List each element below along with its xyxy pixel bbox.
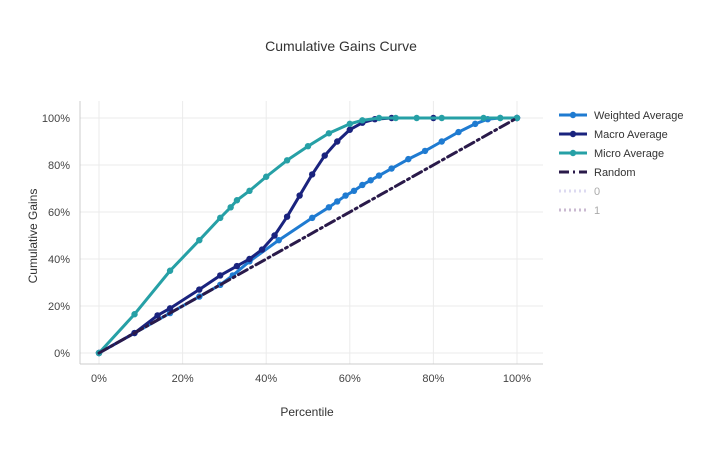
legend-label-0: 0: [594, 186, 600, 198]
data-point-micro-average: [480, 114, 487, 122]
data-point-macro-average: [271, 232, 278, 239]
data-point-macro-average: [258, 246, 266, 253]
data-point-micro-average: [346, 120, 353, 128]
legend-label-micro-average: Micro Average: [594, 148, 664, 160]
axis-layer: 0% 20% 40% 60% 80% 100% 0% 20% 40% 60% 80% 100%: [42, 101, 543, 385]
data-point-macro-average: [334, 138, 341, 145]
data-point-weighted-average: [375, 172, 383, 179]
data-point-micro-average: [304, 143, 312, 150]
data-point-micro-average: [196, 237, 203, 244]
data-point-micro-average: [359, 117, 366, 124]
data-point-micro-average: [131, 311, 138, 318]
data-point-macro-average: [321, 152, 328, 159]
legend-label-random: Random: [594, 167, 636, 179]
data-point-macro-average: [217, 272, 224, 279]
data-point-weighted-average: [388, 165, 395, 172]
data-point-weighted-average: [325, 204, 333, 211]
data-point-micro-average: [263, 173, 270, 180]
data-point-macro-average: [346, 126, 353, 133]
data-point-weighted-average: [405, 155, 412, 163]
y-tick-label: 80%: [48, 160, 70, 172]
y-axis-label: Cumulative Gains: [26, 189, 40, 284]
data-point-macro-average: [283, 213, 291, 220]
x-tick-label: 20%: [172, 373, 194, 385]
legend[interactable]: Weighted Average Macro Average Micro Avera…: [559, 110, 684, 217]
y-tick-label: 0%: [54, 348, 70, 360]
data-point-micro-average: [497, 114, 504, 122]
x-tick-label: 0%: [91, 373, 107, 385]
series-micro-average: [95, 114, 521, 357]
legend-item-micro-average[interactable]: Micro Average: [559, 148, 664, 160]
y-tick-label: 60%: [48, 207, 70, 219]
series-random: [97, 116, 519, 355]
legend-label-weighted-average: Weighted Average: [594, 110, 684, 122]
legend-item-0[interactable]: 0: [559, 186, 600, 198]
legend-item-macro-average[interactable]: Macro Average: [559, 129, 668, 141]
x-tick-label: 80%: [422, 373, 444, 385]
data-point-weighted-average: [455, 128, 462, 136]
data-point-micro-average: [392, 114, 399, 122]
data-point-macro-average: [296, 192, 303, 199]
x-axis-label: Percentile: [280, 405, 334, 419]
y-tick-label: 100%: [42, 113, 70, 125]
data-point-micro-average: [283, 157, 291, 164]
data-point-macro-average: [166, 305, 174, 312]
data-point-weighted-average: [472, 120, 479, 128]
data-point-weighted-average: [308, 214, 316, 222]
data-point-micro-average: [246, 187, 253, 195]
grid-layer: [80, 101, 543, 364]
data-point-macro-average: [196, 286, 203, 293]
data-point-micro-average: [166, 267, 174, 274]
y-tick-label: 40%: [48, 254, 70, 266]
data-point-weighted-average: [438, 138, 445, 145]
data-point-weighted-average: [275, 237, 282, 244]
x-tick-label: 40%: [255, 373, 277, 385]
data-point-weighted-average: [350, 187, 358, 195]
legend-marker-weighted-average: [569, 111, 577, 119]
data-point-weighted-average: [421, 147, 429, 155]
data-point-micro-average: [413, 114, 420, 122]
data-point-micro-average: [227, 204, 234, 211]
data-point-micro-average: [375, 114, 383, 122]
data-point-micro-average: [233, 197, 241, 204]
data-point-macro-average: [233, 262, 241, 270]
data-point-micro-average: [325, 130, 333, 137]
series-line-random: [97, 116, 519, 355]
data-point-weighted-average: [342, 192, 349, 199]
x-tick-label: 100%: [503, 373, 531, 385]
data-point-weighted-average: [334, 198, 341, 205]
data-point-micro-average: [217, 214, 224, 222]
data-point-micro-average: [438, 114, 445, 122]
legend-item-weighted-average[interactable]: Weighted Average: [559, 110, 684, 122]
legend-label-1: 1: [594, 205, 600, 217]
legend-item-1[interactable]: 1: [559, 205, 600, 217]
legend-marker-micro-average: [569, 149, 577, 157]
series-layer: [95, 114, 521, 357]
legend-marker-macro-average: [569, 130, 577, 138]
x-tick-label: 60%: [339, 373, 361, 385]
data-point-weighted-average: [367, 177, 374, 184]
legend-label-macro-average: Macro Average: [594, 129, 668, 141]
y-tick-label: 20%: [48, 301, 70, 313]
chart-title: Cumulative Gains Curve: [265, 38, 417, 54]
data-point-weighted-average: [359, 181, 366, 189]
data-point-macro-average: [308, 171, 316, 178]
data-point-macro-average: [246, 255, 253, 263]
legend-item-random[interactable]: Random: [559, 167, 636, 179]
data-point-macro-average: [154, 312, 161, 319]
